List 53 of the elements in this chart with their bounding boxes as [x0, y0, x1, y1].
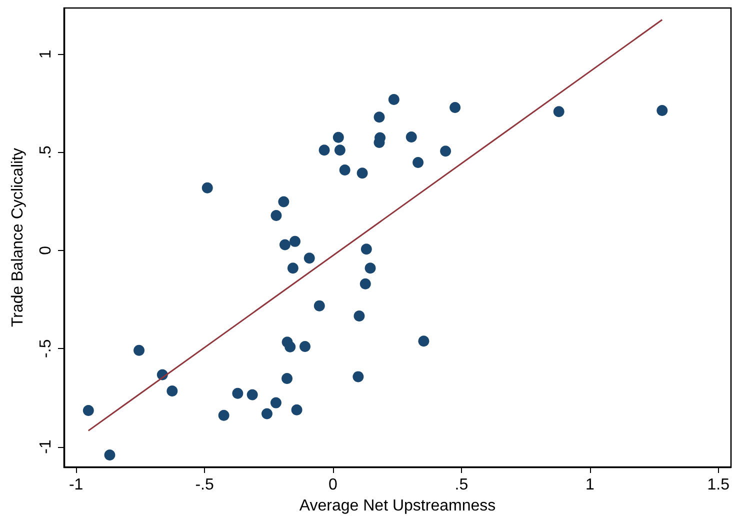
point: [282, 372, 293, 384]
x-tick-label: 1.5: [707, 476, 730, 494]
point: [270, 210, 282, 222]
point: [287, 262, 298, 274]
x-axis-title: Average Net Upstreamness: [299, 497, 496, 514]
point: [289, 236, 300, 247]
point: [261, 408, 272, 420]
point: [279, 239, 290, 250]
point: [418, 336, 430, 347]
point: [406, 131, 417, 142]
point: [374, 112, 385, 123]
y-tick-label: .5: [38, 146, 54, 159]
x-tick-label: -1: [68, 476, 84, 494]
point: [314, 300, 325, 312]
x-tick-label: 0: [328, 476, 338, 494]
point: [82, 404, 94, 416]
point: [318, 144, 330, 156]
point: [354, 310, 365, 322]
point: [270, 397, 282, 408]
point: [656, 104, 668, 116]
y-tick-label: -1: [38, 440, 54, 454]
point: [450, 102, 461, 114]
point: [332, 132, 344, 143]
y-axis-title: Trade Balance Cyclicality: [10, 148, 26, 328]
point: [166, 386, 178, 397]
point: [339, 164, 350, 176]
point: [291, 404, 302, 416]
x-tick-label: -.5: [195, 476, 214, 494]
point: [134, 344, 145, 356]
point: [304, 252, 315, 264]
point: [278, 196, 290, 208]
point: [364, 262, 376, 274]
y-tick-label: -.5: [38, 339, 54, 358]
point: [334, 144, 346, 156]
point: [553, 106, 564, 118]
x-tick-label: 1: [585, 476, 594, 494]
point: [412, 157, 424, 168]
y-tick-label: 1: [38, 50, 54, 59]
point: [356, 168, 368, 179]
point: [360, 244, 372, 255]
x-tick-label: .5: [454, 476, 468, 494]
point: [232, 388, 244, 399]
point: [284, 341, 296, 352]
point: [246, 389, 258, 400]
point: [388, 94, 400, 105]
point: [300, 340, 311, 352]
point: [360, 278, 371, 290]
point: [202, 182, 213, 194]
point: [352, 371, 364, 382]
point: [104, 450, 116, 461]
point: [218, 410, 230, 421]
point: [440, 146, 452, 157]
y-tick-label: 0: [38, 246, 54, 255]
